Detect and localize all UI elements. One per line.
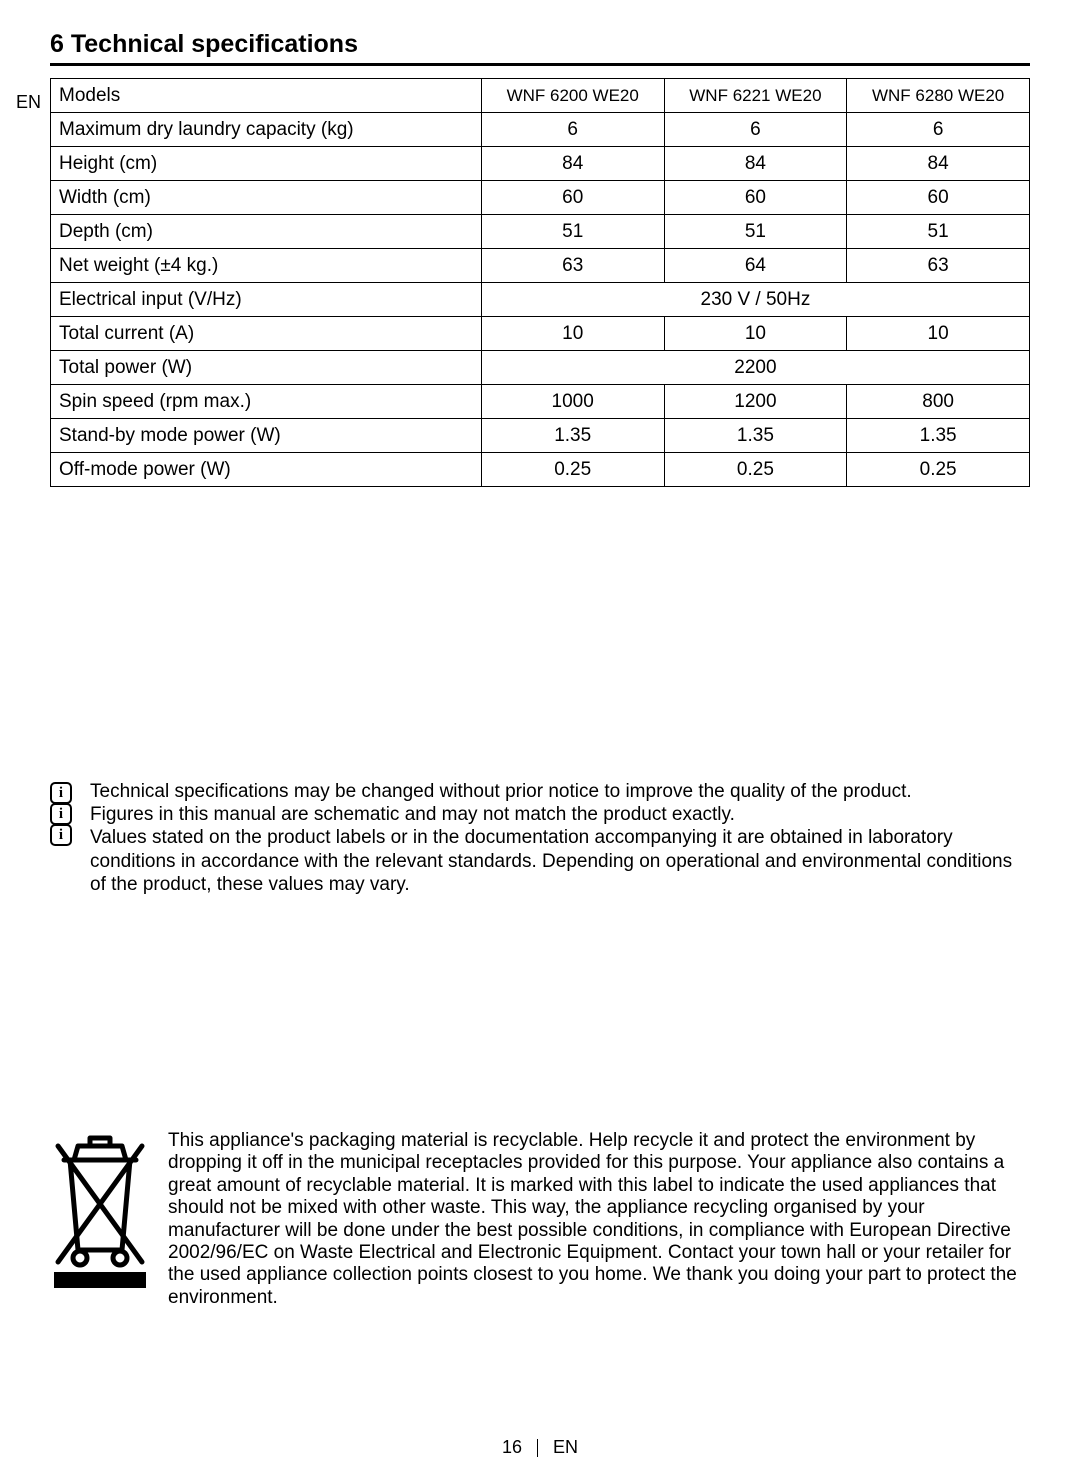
row-value: 1200 bbox=[664, 385, 847, 419]
row-value: 60 bbox=[664, 181, 847, 215]
note-line: Figures in this manual are schematic and… bbox=[90, 803, 1030, 826]
row-value: 1.35 bbox=[664, 419, 847, 453]
row-value: 1.35 bbox=[847, 419, 1030, 453]
table-row: Height (cm)848484 bbox=[51, 147, 1030, 181]
row-label: Spin speed (rpm max.) bbox=[51, 385, 482, 419]
row-label: Electrical input (V/Hz) bbox=[51, 283, 482, 317]
table-row: Net weight (±4 kg.)636463 bbox=[51, 249, 1030, 283]
weee-bin-icon bbox=[50, 1130, 150, 1295]
row-value: 64 bbox=[664, 249, 847, 283]
row-value: 0.25 bbox=[847, 453, 1030, 487]
notes-block: i i i Technical specifications may be ch… bbox=[50, 780, 1030, 896]
row-value: 10 bbox=[481, 317, 664, 351]
note-line: Technical specifications may be changed … bbox=[90, 780, 1030, 803]
row-value-merged: 230 V / 50Hz bbox=[481, 283, 1029, 317]
table-row: Total power (W)2200 bbox=[51, 351, 1030, 385]
row-label: Depth (cm) bbox=[51, 215, 482, 249]
row-value: 63 bbox=[847, 249, 1030, 283]
row-value: 6 bbox=[847, 113, 1030, 147]
row-value-merged: 2200 bbox=[481, 351, 1029, 385]
row-value: 0.25 bbox=[481, 453, 664, 487]
table-header-model: WNF 6280 WE20 bbox=[847, 79, 1030, 113]
row-value: 51 bbox=[664, 215, 847, 249]
row-value: 60 bbox=[847, 181, 1030, 215]
row-value: 1.35 bbox=[481, 419, 664, 453]
info-icon-stack: i i i bbox=[50, 782, 72, 896]
row-label: Total current (A) bbox=[51, 317, 482, 351]
info-icon: i bbox=[50, 803, 72, 825]
page-footer: 16 EN bbox=[0, 1437, 1080, 1458]
table-header-model: WNF 6221 WE20 bbox=[664, 79, 847, 113]
row-value: 1000 bbox=[481, 385, 664, 419]
footer-lang: EN bbox=[553, 1437, 578, 1457]
row-label: Stand-by mode power (W) bbox=[51, 419, 482, 453]
row-value: 60 bbox=[481, 181, 664, 215]
table-row: Electrical input (V/Hz)230 V / 50Hz bbox=[51, 283, 1030, 317]
row-value: 84 bbox=[847, 147, 1030, 181]
table-row: Stand-by mode power (W)1.351.351.35 bbox=[51, 419, 1030, 453]
table-row: Depth (cm)515151 bbox=[51, 215, 1030, 249]
row-label: Off-mode power (W) bbox=[51, 453, 482, 487]
page-number: 16 bbox=[502, 1437, 522, 1457]
table-header-label: Models bbox=[51, 79, 482, 113]
row-value: 10 bbox=[847, 317, 1030, 351]
table-row: Total current (A)101010 bbox=[51, 317, 1030, 351]
footer-separator bbox=[537, 1439, 538, 1457]
notes-text: Technical specifications may be changed … bbox=[90, 780, 1030, 896]
section-heading: 6 Technical specifications bbox=[50, 30, 1030, 66]
recycle-block: This appliance's packaging material is r… bbox=[50, 1130, 1030, 1309]
row-label: Width (cm) bbox=[51, 181, 482, 215]
note-line: Values stated on the product labels or i… bbox=[90, 826, 1030, 896]
row-value: 6 bbox=[481, 113, 664, 147]
row-value: 51 bbox=[847, 215, 1030, 249]
info-icon: i bbox=[50, 782, 72, 804]
row-label: Height (cm) bbox=[51, 147, 482, 181]
row-value: 51 bbox=[481, 215, 664, 249]
row-value: 84 bbox=[481, 147, 664, 181]
row-label: Net weight (±4 kg.) bbox=[51, 249, 482, 283]
info-icon: i bbox=[50, 824, 72, 846]
row-label: Total power (W) bbox=[51, 351, 482, 385]
spec-table: ModelsWNF 6200 WE20WNF 6221 WE20WNF 6280… bbox=[50, 78, 1030, 487]
row-value: 84 bbox=[664, 147, 847, 181]
table-row: Spin speed (rpm max.)10001200800 bbox=[51, 385, 1030, 419]
language-label: EN bbox=[16, 92, 41, 113]
table-header-model: WNF 6200 WE20 bbox=[481, 79, 664, 113]
row-value: 0.25 bbox=[664, 453, 847, 487]
table-row: Off-mode power (W)0.250.250.25 bbox=[51, 453, 1030, 487]
table-row: Maximum dry laundry capacity (kg)666 bbox=[51, 113, 1030, 147]
row-value: 6 bbox=[664, 113, 847, 147]
row-value: 800 bbox=[847, 385, 1030, 419]
table-row: Width (cm)606060 bbox=[51, 181, 1030, 215]
row-label: Maximum dry laundry capacity (kg) bbox=[51, 113, 482, 147]
recycle-text: This appliance's packaging material is r… bbox=[168, 1130, 1030, 1309]
row-value: 63 bbox=[481, 249, 664, 283]
row-value: 10 bbox=[664, 317, 847, 351]
